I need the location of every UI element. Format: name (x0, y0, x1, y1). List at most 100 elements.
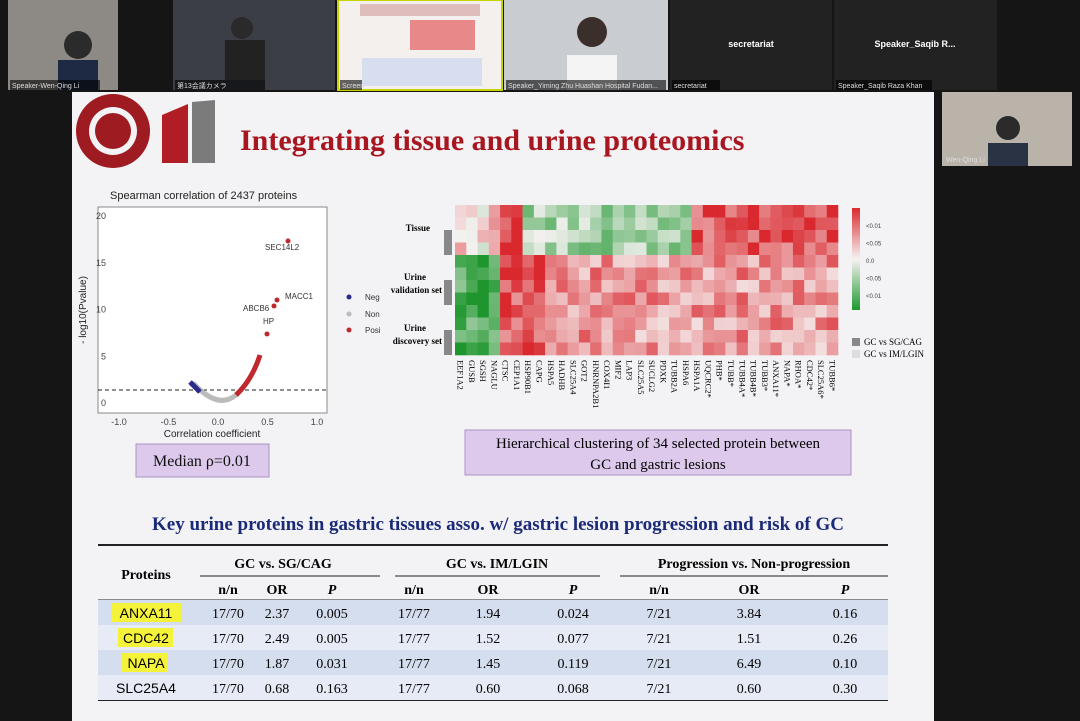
heatmap-cell (578, 242, 591, 256)
video-tile[interactable] (670, 0, 832, 90)
heatmap-cell (635, 217, 647, 231)
heatmap-cell (669, 317, 681, 331)
heatmap-cell (533, 317, 546, 331)
heatmap-cell (736, 305, 749, 318)
heatmap-cell (680, 255, 692, 268)
heatmap-cell (556, 242, 568, 256)
heatmap-cell (488, 292, 501, 306)
heatmap-cell (725, 242, 737, 256)
column-label: TUBB4A* (737, 360, 747, 397)
heatmap-cell (635, 205, 647, 218)
heatmap-cell (702, 255, 715, 268)
heatmap-cell (556, 217, 568, 231)
heatmap-cell (792, 255, 805, 268)
heatmap-cell (646, 267, 659, 281)
text-line: Hierarchical clustering of 34 selected p… (496, 436, 821, 452)
heatmap-cell (804, 242, 816, 256)
column-label: ANXA11* (771, 360, 781, 397)
point (274, 297, 280, 303)
heatmap-cell (477, 255, 490, 268)
heatmap-cell (781, 330, 794, 343)
legend-label: Non (365, 310, 380, 319)
heatmap-cell (601, 230, 614, 243)
heatmap-cell (590, 330, 602, 343)
heatmap-cell (781, 280, 794, 293)
heatmap-cell (680, 305, 692, 318)
y-axis-label: - log10(Pvalue) (78, 276, 89, 344)
participant-label: Speaker_Yiming Zhu Huashan Hospital Fuda… (508, 83, 658, 90)
heatmap-cell (770, 342, 782, 356)
scale-label: <0.05 (866, 242, 882, 248)
video-tile[interactable] (834, 0, 997, 90)
heatmap-cell (702, 205, 715, 218)
table-cell: 0.16 (833, 607, 858, 622)
column-label: TUBB* (726, 360, 736, 387)
heatmap-cell (556, 267, 568, 281)
table-cell: 17/70 (212, 607, 244, 622)
person (577, 17, 607, 47)
table-cell: 17/77 (398, 682, 430, 697)
heatmap-cell (455, 280, 467, 293)
heatmap-cell (680, 242, 692, 256)
heatmap-cell (725, 280, 737, 293)
table-header: Proteins (121, 568, 171, 583)
name-tag (340, 80, 362, 90)
column-label: RHOA* (794, 360, 804, 388)
heatmap-cell (714, 317, 726, 331)
heatmap-cell (815, 255, 828, 268)
heatmap-cell (623, 280, 636, 293)
heatmap-cell (714, 305, 726, 318)
heatmap-cell (533, 205, 546, 218)
heatmap-cell (781, 217, 794, 231)
heatmap-cell (545, 217, 557, 231)
heatmap-cell (567, 280, 580, 293)
column-label: HSP90B1 (523, 360, 533, 394)
heatmap-cell (477, 280, 490, 293)
heatmap-cell (646, 230, 659, 243)
heatmap-cell (567, 205, 580, 218)
heatmap-cell (736, 205, 749, 218)
heatmap-cell (511, 255, 523, 268)
heatmap-cell (736, 342, 749, 356)
table-cell: 0.005 (316, 632, 348, 647)
heatmap-cell (556, 292, 568, 306)
heatmap-cell (623, 317, 636, 331)
heatmap-cell (612, 205, 625, 218)
heatmap-cell (770, 205, 782, 218)
heatmap-cell (477, 205, 490, 218)
heatmap-cell (826, 292, 839, 306)
heatmap-cell (781, 305, 794, 318)
heatmap-cell (725, 267, 737, 281)
x-tick-label: 1.0 (311, 417, 324, 427)
heatmap-cell (623, 305, 636, 318)
heatmap-cell (455, 342, 467, 356)
group-bar (444, 330, 452, 355)
heatmap-cell (477, 242, 490, 256)
heatmap-cell (725, 317, 737, 331)
heatmap-cell (477, 305, 490, 318)
heatmap-cell (601, 242, 614, 256)
heatmap-cell (590, 342, 602, 356)
table-cell: 17/77 (398, 632, 430, 647)
name-tag (10, 80, 100, 90)
heatmap-cell (792, 242, 805, 256)
text-line: GC and gastric lesions (590, 457, 726, 473)
heatmap-cell (759, 255, 771, 268)
table-cell: 0.068 (557, 682, 589, 697)
point-label: ABCB6 (243, 304, 270, 313)
heatmap-cell (590, 205, 602, 218)
point-label: SEC14L2 (265, 243, 300, 252)
name-tag (836, 80, 932, 90)
heatmap-cell (488, 217, 501, 231)
heatmap-cell (759, 267, 771, 281)
heatmap-cell (736, 292, 749, 306)
column-label: HSPA5 (546, 360, 556, 385)
heatmap-cell (522, 267, 535, 281)
name-tag (175, 80, 265, 90)
table-row (98, 675, 888, 700)
heatmap-cell (466, 267, 478, 281)
heatmap-cell (691, 305, 704, 318)
column-label: EEF1A2 (456, 360, 466, 390)
heatmap-cell (747, 280, 760, 293)
heatmap-cell (500, 242, 512, 256)
